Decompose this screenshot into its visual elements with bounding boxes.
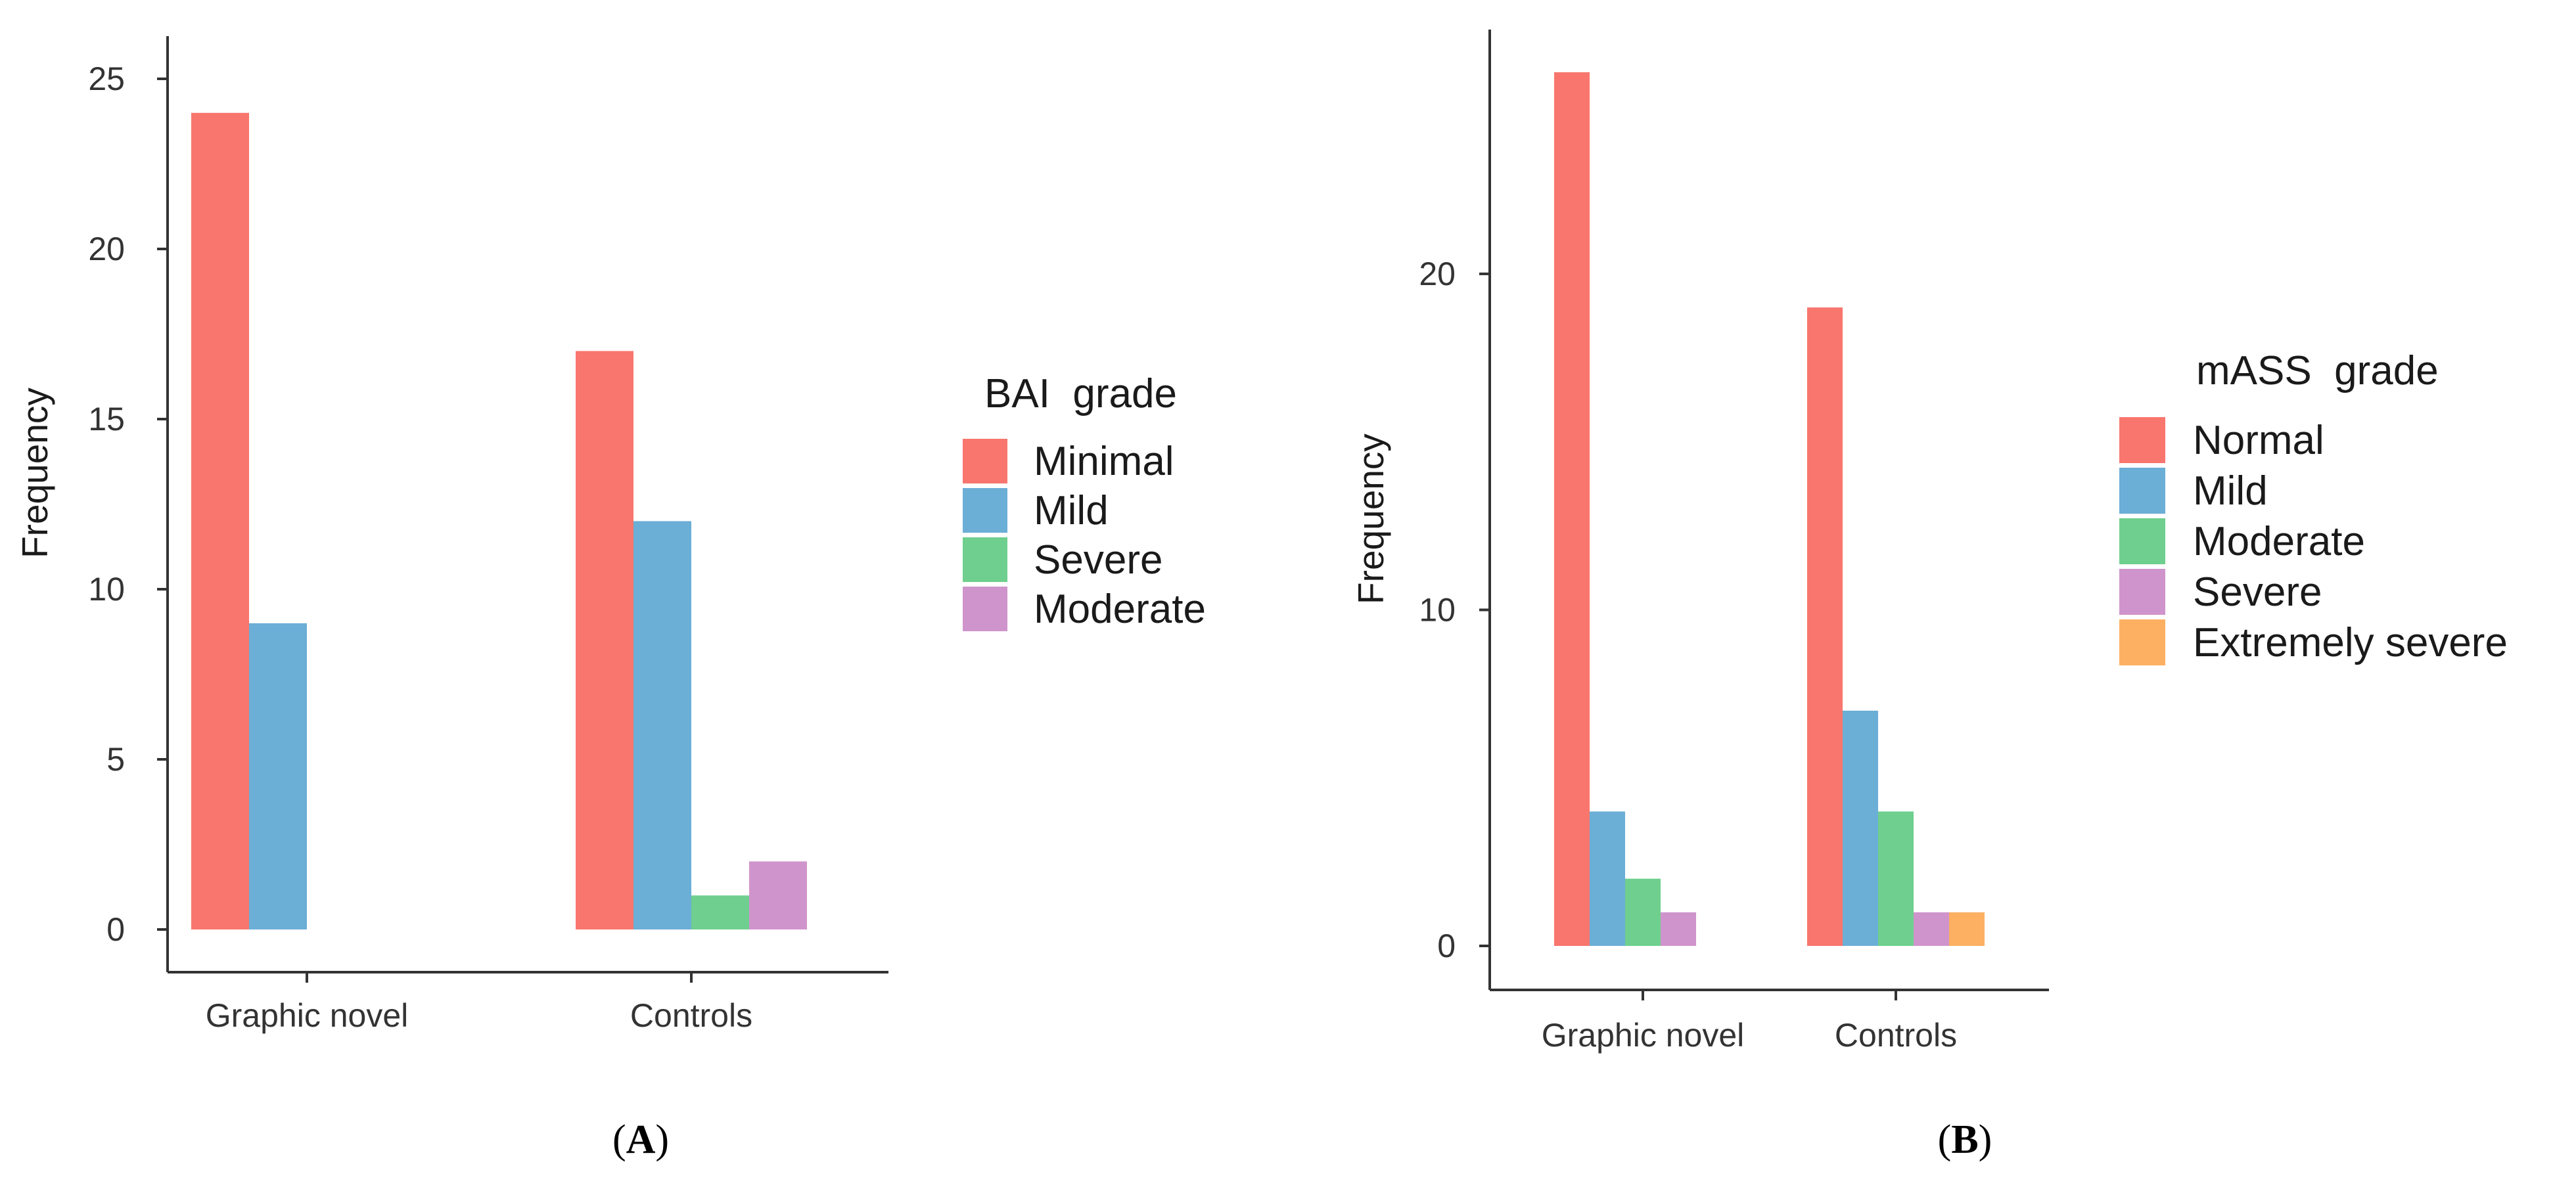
- panel-b-y-tick-label: 10: [1419, 591, 1456, 628]
- panel-b-legend-swatch: [2119, 518, 2165, 564]
- panel-b-legend-label: Extremely severe: [2193, 620, 2508, 665]
- panel-b-legend-label: Mild: [2193, 468, 2268, 514]
- panel-b-x-tick-label: Controls: [1835, 1017, 1957, 1054]
- panel-a-y-tick-label: 15: [88, 401, 125, 437]
- panel-b-label: (B): [1938, 1117, 1992, 1162]
- panel-b-legend-swatch: [2119, 417, 2165, 463]
- panel-b-bar: [1807, 307, 1843, 947]
- panel-b-y-axis-title: Frequency: [1350, 434, 1391, 604]
- panel-b-legend-swatch: [2119, 619, 2165, 665]
- panel-a-x-tick-label: Controls: [630, 997, 752, 1034]
- panel-a-y-axis-title: Frequency: [14, 388, 55, 558]
- panel-a-legend-swatch: [963, 488, 1007, 533]
- panel-b-bar: [1878, 811, 1914, 946]
- panel-a-bar: [249, 623, 307, 929]
- panel-a-legend-swatch: [963, 537, 1007, 582]
- panel-a-legend-label: Moderate: [1034, 587, 1206, 632]
- panel-a-legend-swatch: [963, 439, 1007, 483]
- panel-b-chart: 0 10 20 Graphic novel Controls Frequency mASS …: [1350, 30, 2508, 1162]
- panel-a-legend-label: Minimal: [1034, 439, 1174, 484]
- panel-b-legend-title: mASS grade: [2196, 348, 2439, 393]
- panel-a-legend-label: Severe: [1034, 537, 1162, 583]
- panel-b-legend-swatch: [2119, 569, 2165, 615]
- panel-a-label: (A): [612, 1117, 669, 1162]
- panel-a-legend-swatch: [963, 587, 1007, 631]
- panel-b-legend-label: Normal: [2193, 418, 2324, 463]
- panel-a-y-tick-label: 0: [106, 911, 125, 948]
- panel-a-y-tick-label: 5: [106, 741, 125, 778]
- panel-a-bar: [191, 112, 249, 929]
- panel-b-bar: [1843, 710, 1878, 946]
- panel-b-bar: [1590, 811, 1625, 946]
- panel-a-bar: [633, 521, 691, 929]
- panel-b-x-tick-label: Graphic novel: [1542, 1017, 1745, 1054]
- panel-b-bar: [1914, 912, 1949, 946]
- panel-b-bar: [1949, 912, 1985, 946]
- panel-a-y-tick-label: 20: [88, 231, 125, 267]
- panel-a-x-tick-label: Graphic novel: [206, 997, 409, 1034]
- panel-b-y-tick-label: 0: [1437, 928, 1456, 964]
- panel-a-bar: [691, 895, 749, 929]
- panel-b-bar: [1625, 878, 1661, 946]
- panel-a-legend-title: BAI grade: [984, 371, 1177, 416]
- panel-b-legend-label: Moderate: [2193, 519, 2365, 564]
- panel-a-chart: 0 5 10 15 20 25 Graphic novel Controls Frequency…: [14, 36, 1206, 1162]
- panel-a-legend-label: Mild: [1034, 488, 1109, 533]
- panel-a-y-tick-label: 10: [88, 571, 125, 608]
- panel-b-bar: [1554, 72, 1590, 946]
- panel-a-bar: [576, 351, 633, 929]
- panel-b-legend-swatch: [2119, 468, 2165, 514]
- panel-b-bar: [1661, 912, 1696, 946]
- panel-b-legend-label: Severe: [2193, 570, 2322, 615]
- panel-a-bar: [749, 861, 807, 929]
- panel-b-y-tick-label: 20: [1419, 256, 1456, 292]
- panel-a-y-tick-label: 25: [88, 60, 125, 97]
